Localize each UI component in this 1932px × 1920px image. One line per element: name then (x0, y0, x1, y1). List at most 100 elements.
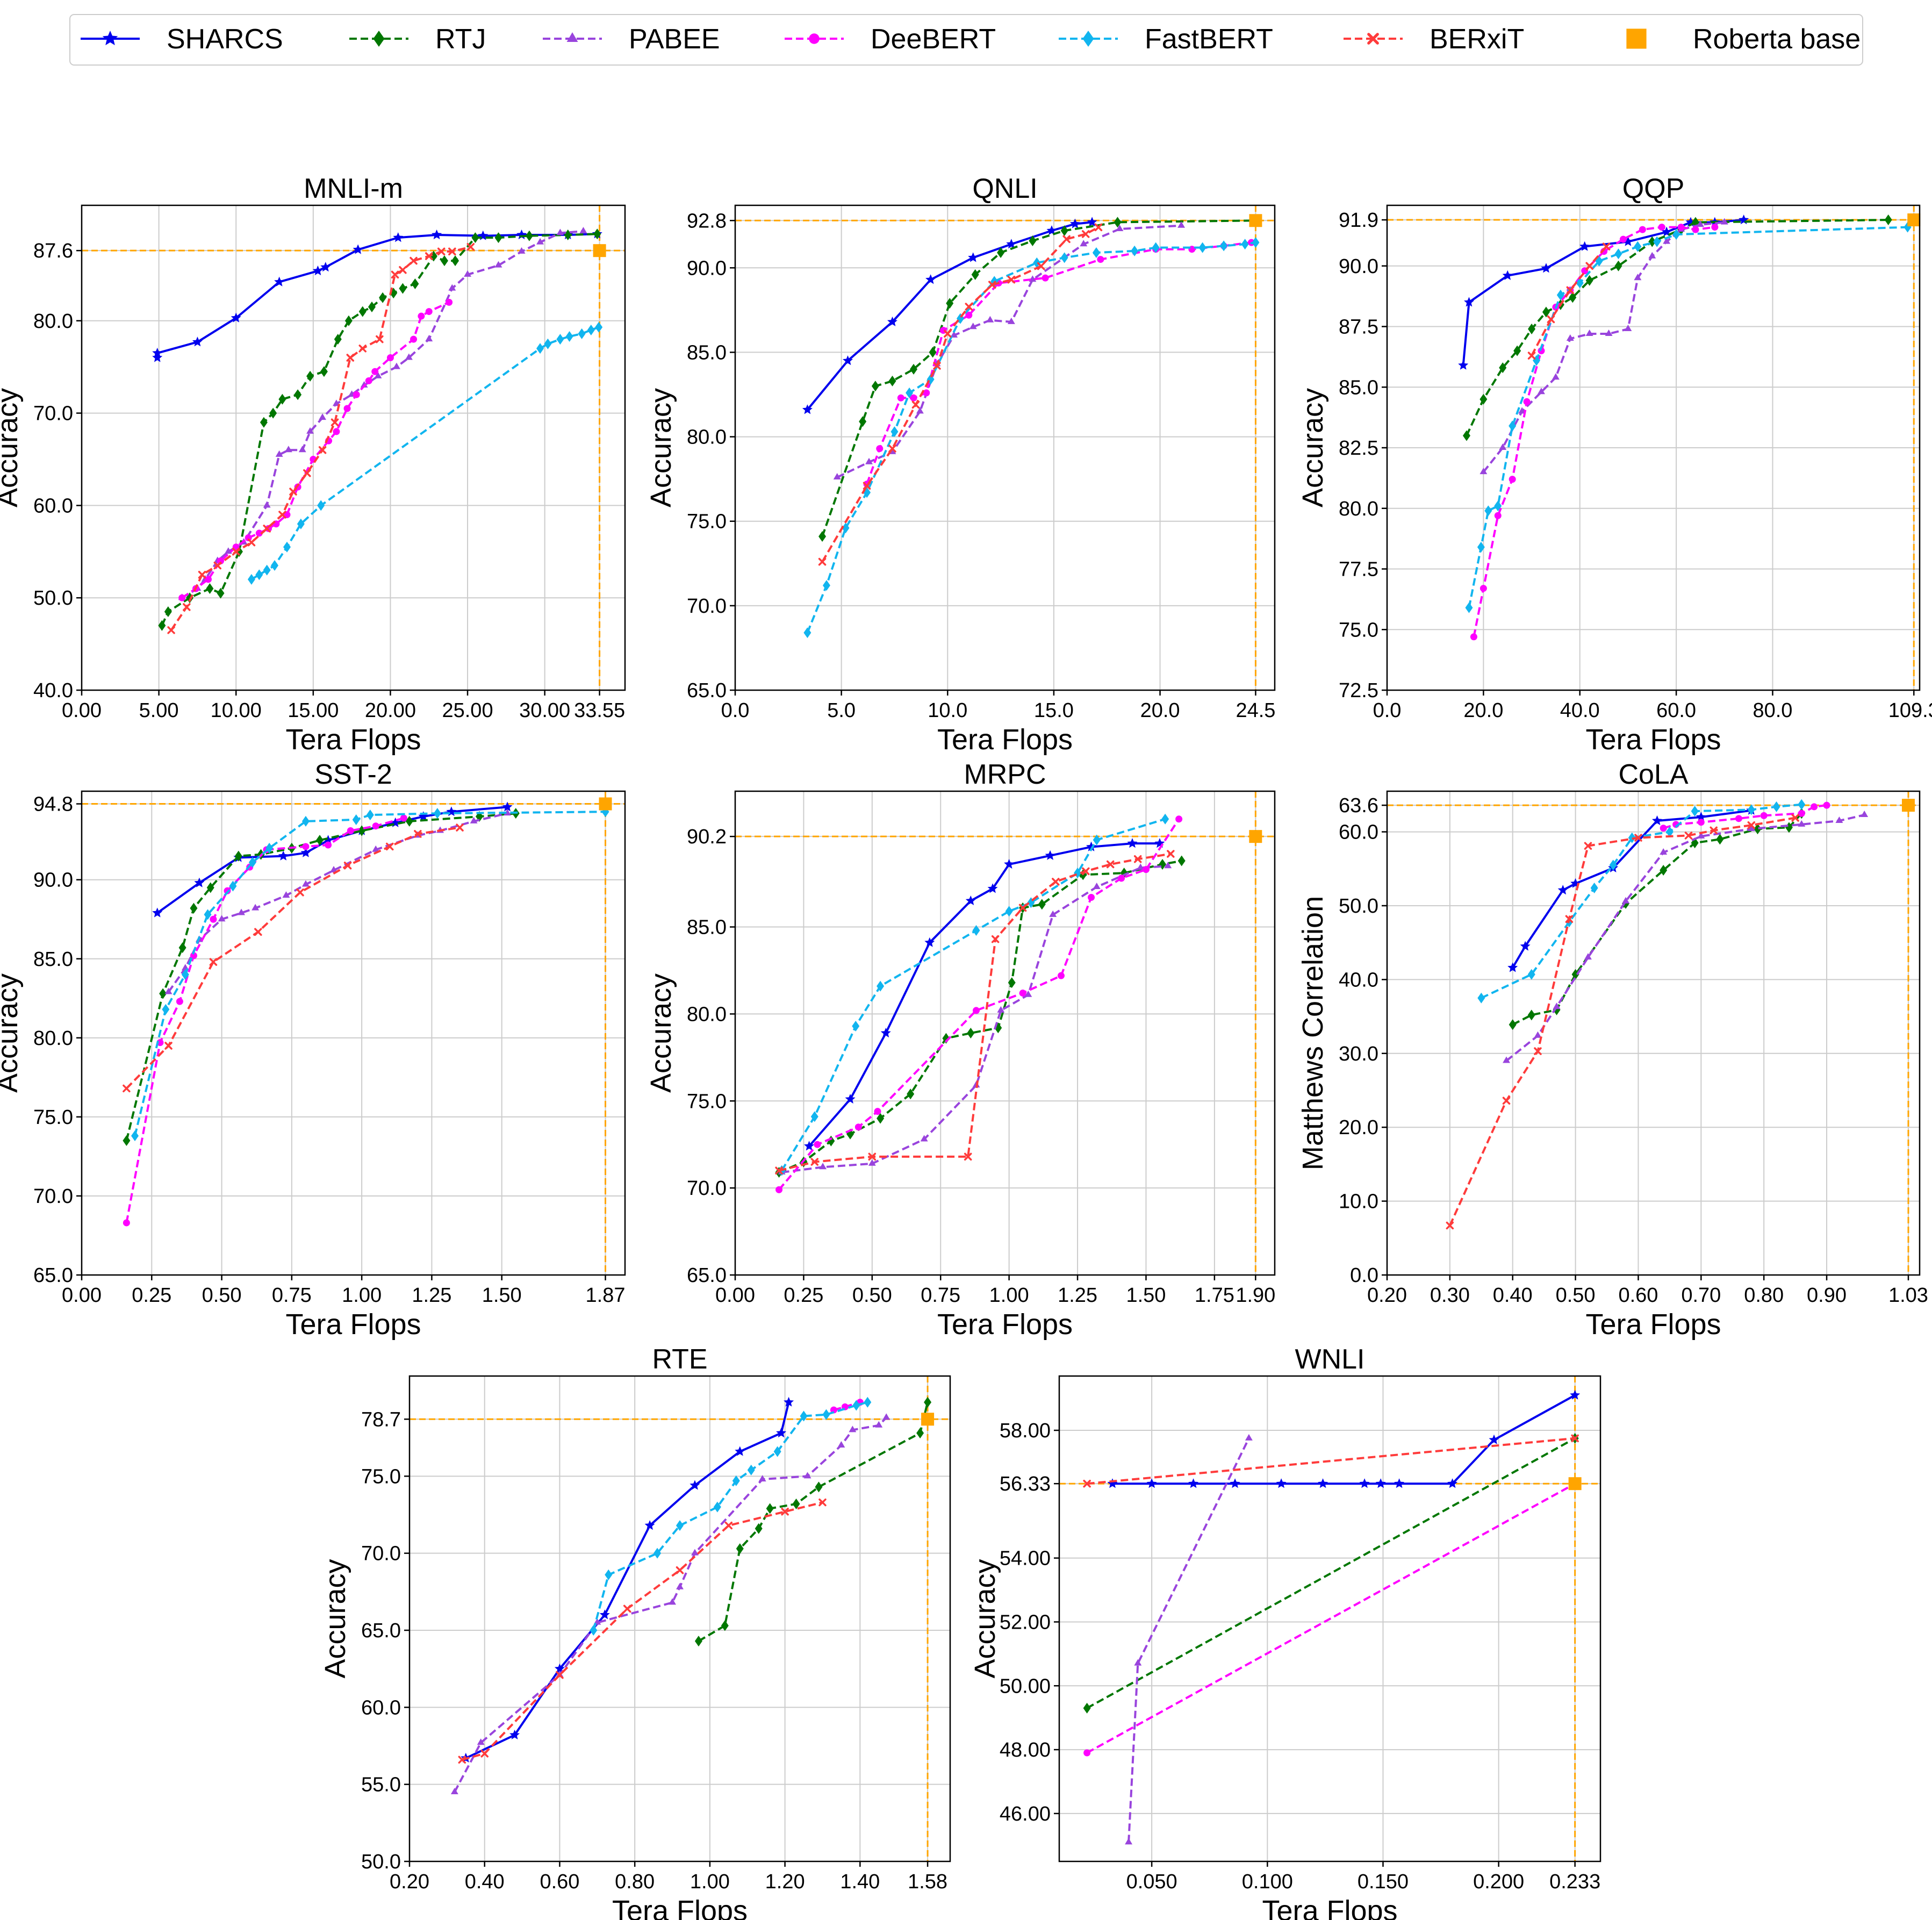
data-point-rtj (411, 278, 419, 290)
data-point-pabee (1049, 910, 1057, 917)
data-point-deebert (1677, 224, 1685, 231)
data-point-pabee (833, 473, 841, 479)
y-tick-label: 52.00 (1000, 1611, 1051, 1634)
data-point-sharcs (300, 847, 311, 857)
data-point-berxit (331, 418, 339, 427)
chart-mrpc: 0.00 0.25 0.50 0.75 1.00 1.25 1.50 1.75 1.90 65.0… (645, 759, 1275, 1341)
data-point-pabee (1566, 334, 1574, 341)
series-line-fastbert (250, 326, 599, 581)
data-point-fastbert (1161, 813, 1169, 825)
data-point-rtj (736, 1543, 744, 1554)
data-point-fastbert (676, 1520, 684, 1531)
data-point-berxit (1062, 235, 1071, 243)
y-tick-label: 60.0 (1339, 821, 1378, 844)
legend-marker-deebert (809, 33, 820, 44)
data-point-pabee (252, 904, 260, 911)
data-point-rtj (1499, 362, 1507, 374)
x-tick-label: 30.00 (519, 699, 570, 722)
series-sharcs-cola (1507, 805, 1757, 972)
data-point-fastbert (1220, 240, 1228, 252)
x-tick-label: 80.0 (1753, 699, 1792, 722)
series-sharcs-mnli-m (152, 228, 602, 362)
x-tick-label: 0.00 (715, 1284, 755, 1307)
data-point-berxit (164, 1042, 173, 1050)
data-point-rtj (1660, 865, 1668, 876)
data-point-deebert (1798, 809, 1805, 817)
data-point-fastbert (578, 328, 586, 339)
y-tick-label: 85.0 (1339, 376, 1378, 399)
y-tick-label: 30.0 (1339, 1043, 1378, 1065)
series-berxit-mrpc (775, 850, 1175, 1175)
x-tick-label: 5.00 (139, 699, 179, 722)
data-point-deebert (1811, 803, 1818, 811)
data-point-fastbert (1477, 992, 1485, 1004)
data-point-fastbert (263, 564, 271, 576)
y-tick-label: 54.00 (1000, 1548, 1051, 1570)
data-point-rtj (525, 230, 533, 241)
data-point-deebert (1097, 256, 1104, 263)
data-point-rtj (206, 882, 214, 893)
data-point-pabee (579, 227, 587, 234)
data-point-deebert (1711, 224, 1719, 231)
data-point-berxit (964, 1152, 972, 1161)
data-point-fastbert (877, 980, 885, 992)
data-point-fastbert (301, 815, 310, 827)
data-point-fastbert (544, 338, 552, 349)
data-point-pabee (470, 816, 478, 823)
data-point-pabee (164, 987, 173, 994)
x-tick-label: 0.40 (465, 1871, 505, 1893)
data-point-pabee (1080, 240, 1088, 247)
series-sharcs-mrpc (804, 838, 1165, 1151)
data-point-berxit (410, 256, 418, 265)
data-point-fastbert (732, 1475, 740, 1486)
data-point-sharcs (1489, 1434, 1499, 1444)
x-axis-label: Tera Flops (1585, 1308, 1721, 1341)
data-point-berxit (198, 570, 206, 579)
y-tick-label: 85.0 (687, 341, 727, 364)
x-tick-label: 0.25 (132, 1284, 171, 1307)
x-tick-label: 0.80 (615, 1871, 655, 1893)
data-point-sharcs (1188, 1478, 1199, 1488)
legend-marker-roberta-base (1626, 28, 1647, 49)
y-tick-label: 50.0 (1339, 895, 1378, 918)
data-point-sharcs (735, 1446, 745, 1456)
data-point-berxit (1018, 904, 1027, 912)
data-point-berxit (414, 830, 422, 838)
data-point-berxit (1684, 832, 1693, 840)
y-tick-label: 80.0 (687, 1003, 727, 1026)
data-point-fastbert (265, 842, 274, 854)
x-tick-label: 20.00 (365, 699, 416, 722)
data-point-pabee (1007, 317, 1015, 324)
data-point-rtj (1569, 292, 1577, 303)
data-point-rtj (997, 247, 1005, 258)
data-point-pabee (1624, 325, 1632, 332)
data-point-berxit (1037, 262, 1045, 270)
data-point-rtj (278, 393, 286, 405)
series-rtj-mnli-m (158, 228, 601, 631)
data-point-rtj (859, 416, 867, 427)
series-sharcs-wnli (1107, 1389, 1581, 1488)
data-point-berxit (868, 1152, 877, 1161)
y-tick-label: 46.00 (1000, 1803, 1051, 1825)
series-line-deebert (1086, 1482, 1576, 1754)
data-point-rtj (399, 283, 407, 294)
data-point-fastbert (1494, 500, 1502, 512)
data-point-deebert (353, 391, 360, 398)
series-line-pabee (167, 812, 508, 993)
y-tick-label: 87.6 (33, 240, 73, 262)
data-point-sharcs (554, 1663, 565, 1673)
y-tick-label: 75.0 (687, 511, 727, 533)
data-point-fastbert (536, 343, 544, 354)
data-point-rtj (178, 942, 186, 954)
data-point-fastbert (1634, 241, 1642, 252)
data-point-berxit (818, 1498, 827, 1507)
data-point-fastbert (247, 574, 255, 585)
data-point-pabee (360, 381, 368, 388)
x-tick-label: 25.00 (442, 699, 493, 722)
data-point-sharcs (274, 276, 285, 286)
series-line-fastbert (780, 818, 1166, 1171)
data-point-pabee (1024, 990, 1032, 997)
data-point-sharcs (418, 811, 429, 821)
data-point-pabee (284, 446, 292, 453)
data-point-deebert (1760, 812, 1768, 819)
